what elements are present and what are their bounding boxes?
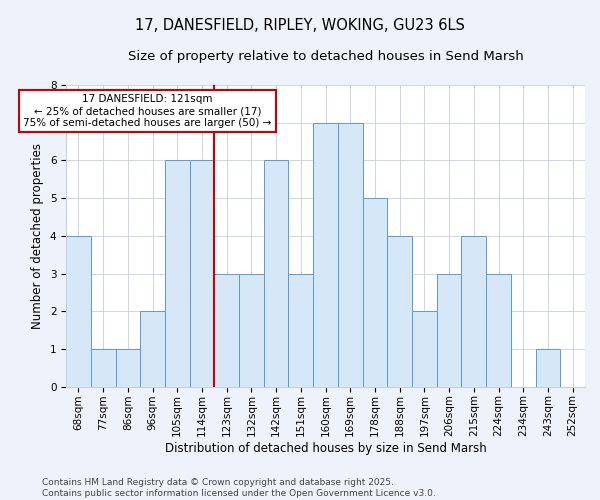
Bar xyxy=(412,312,437,386)
Bar xyxy=(66,236,91,386)
Bar xyxy=(264,160,289,386)
Bar xyxy=(140,312,165,386)
Text: 17 DANESFIELD: 121sqm
← 25% of detached houses are smaller (17)
75% of semi-deta: 17 DANESFIELD: 121sqm ← 25% of detached … xyxy=(23,94,272,128)
Bar xyxy=(289,274,313,386)
Bar xyxy=(190,160,214,386)
Y-axis label: Number of detached properties: Number of detached properties xyxy=(31,143,44,329)
Text: 17, DANESFIELD, RIPLEY, WOKING, GU23 6LS: 17, DANESFIELD, RIPLEY, WOKING, GU23 6LS xyxy=(135,18,465,32)
Text: Contains HM Land Registry data © Crown copyright and database right 2025.
Contai: Contains HM Land Registry data © Crown c… xyxy=(42,478,436,498)
Bar xyxy=(116,349,140,387)
Bar xyxy=(338,122,362,386)
Bar xyxy=(313,122,338,386)
Bar xyxy=(437,274,461,386)
Bar xyxy=(362,198,388,386)
Bar xyxy=(214,274,239,386)
Bar xyxy=(486,274,511,386)
Bar xyxy=(239,274,264,386)
X-axis label: Distribution of detached houses by size in Send Marsh: Distribution of detached houses by size … xyxy=(164,442,487,455)
Bar xyxy=(165,160,190,386)
Bar xyxy=(388,236,412,386)
Bar xyxy=(91,349,116,387)
Bar xyxy=(461,236,486,386)
Title: Size of property relative to detached houses in Send Marsh: Size of property relative to detached ho… xyxy=(128,50,523,63)
Bar xyxy=(536,349,560,387)
